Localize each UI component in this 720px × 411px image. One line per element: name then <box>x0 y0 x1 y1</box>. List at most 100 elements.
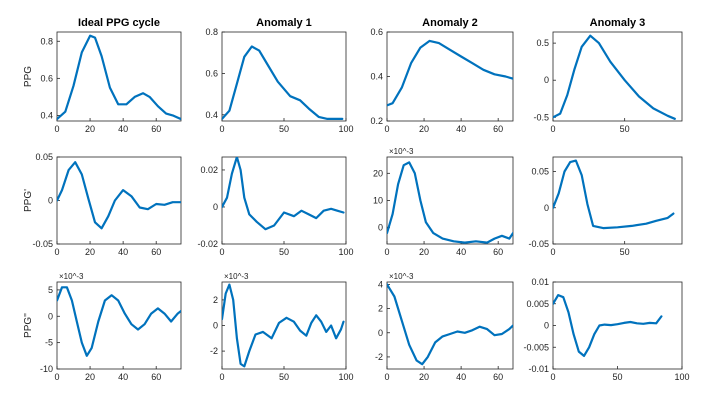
y-tick-label: 0 <box>544 203 549 213</box>
x-tick-label: 40 <box>118 124 128 134</box>
axis-exponent: ×10^-3 <box>389 272 414 281</box>
y-tick-label: 0 <box>544 321 549 331</box>
x-tick-label: 0 <box>54 372 59 382</box>
y-tick-label: 0 <box>213 202 218 212</box>
series-line <box>222 45 344 120</box>
y-tick-label: 20 <box>373 168 383 178</box>
y-tick-label: 0.05 <box>531 167 549 177</box>
x-tick-label: 50 <box>279 124 289 134</box>
subplot-title: Ideal PPG cycle <box>78 17 160 29</box>
y-tick-label: 0.6 <box>205 68 218 78</box>
x-tick-label: 0 <box>219 247 224 257</box>
subplot-3: 0 20 40 60 0.2 0.4 0.6 Anomaly 2 <box>370 17 514 134</box>
x-tick-label: 60 <box>151 372 161 382</box>
subplot-2: 0 50 100 0.4 0.6 0.8 Anomaly 1 <box>205 17 353 134</box>
y-tick-label: 0.02 <box>200 165 218 175</box>
axes-box <box>552 31 683 122</box>
y-tick-label: -10 <box>40 364 53 374</box>
y-tick-label: -0.5 <box>533 112 549 122</box>
x-tick-label: 100 <box>674 372 689 382</box>
y-tick-label: 0 <box>544 75 549 85</box>
subplot-title: Anomaly 1 <box>256 17 312 29</box>
y-axis-label: PPG'' <box>23 313 34 338</box>
y-tick-label: 0.4 <box>370 72 383 82</box>
y-tick-label: 0.05 <box>35 152 53 162</box>
x-tick-label: 40 <box>456 247 466 257</box>
y-tick-label: 2 <box>378 304 383 314</box>
series-line <box>57 161 181 230</box>
x-tick-label: 40 <box>118 247 128 257</box>
subplot-title: Anomaly 2 <box>422 17 478 29</box>
axis-exponent: ×10^-3 <box>59 272 84 281</box>
x-tick-label: 60 <box>151 247 161 257</box>
y-tick-label: 0.2 <box>370 116 383 126</box>
x-tick-label: 0 <box>54 247 59 257</box>
x-tick-label: 20 <box>85 247 95 257</box>
axis-exponent: ×10^-3 <box>389 147 414 156</box>
y-tick-label: 0.005 <box>526 299 549 309</box>
y-tick-label: 0.6 <box>370 27 383 37</box>
x-tick-label: 60 <box>151 124 161 134</box>
y-tick-label: 0.8 <box>205 27 218 37</box>
axes-box <box>56 156 182 245</box>
y-tick-label: 4 <box>378 279 383 289</box>
x-tick-label: 50 <box>279 247 289 257</box>
x-tick-label: 20 <box>419 372 429 382</box>
axes-box <box>552 156 683 245</box>
y-tick-label: -2 <box>375 352 383 362</box>
axes-box <box>221 281 347 370</box>
x-tick-label: 60 <box>493 247 503 257</box>
series-line <box>553 294 663 357</box>
axes-box <box>221 31 347 122</box>
y-tick-label: -0.005 <box>523 342 549 352</box>
x-tick-label: 50 <box>612 372 622 382</box>
series-line <box>387 39 513 107</box>
series-line <box>222 157 345 231</box>
axes-box <box>56 281 182 370</box>
x-tick-label: 0 <box>54 124 59 134</box>
y-tick-label: 0.01 <box>531 277 549 287</box>
y-tick-label: 10 <box>373 196 383 206</box>
subplot-title: Anomaly 3 <box>590 17 646 29</box>
x-tick-label: 40 <box>456 372 466 382</box>
x-tick-label: 100 <box>338 372 353 382</box>
y-tick-label: -5 <box>45 338 53 348</box>
series-line <box>387 283 513 366</box>
x-tick-label: 20 <box>85 372 95 382</box>
subplot-10: 0 50 100 -2 0 2 ×10^-3 <box>210 272 354 382</box>
x-tick-label: 0 <box>219 124 224 134</box>
x-tick-label: 0 <box>550 124 555 134</box>
x-tick-label: 50 <box>620 247 630 257</box>
subplot-1: 0 20 40 60 0.4 0.6 0.8 Ideal PPG cycle PPG <box>23 17 182 134</box>
x-tick-label: 20 <box>419 124 429 134</box>
x-tick-label: 20 <box>85 124 95 134</box>
x-tick-label: 40 <box>456 124 466 134</box>
y-tick-label: 0 <box>378 328 383 338</box>
y-tick-label: 0.8 <box>40 36 53 46</box>
x-tick-label: 60 <box>493 124 503 134</box>
x-tick-label: 50 <box>620 124 630 134</box>
y-tick-label: 0 <box>48 196 53 206</box>
y-tick-label: 0 <box>48 311 53 321</box>
series-line <box>57 34 181 121</box>
x-tick-label: 0 <box>550 247 555 257</box>
subplot-9: 0 20 40 60 -10 -5 0 5 PPG'' ×10^-3 <box>23 272 182 382</box>
x-tick-label: 0 <box>384 124 389 134</box>
axes-box <box>386 156 514 245</box>
y-tick-label: 0.4 <box>205 110 218 120</box>
x-tick-label: 0 <box>384 372 389 382</box>
y-tick-label: -0.05 <box>32 239 53 249</box>
y-tick-label: -0.05 <box>528 239 549 249</box>
x-tick-label: 60 <box>493 372 503 382</box>
series-line <box>553 159 675 230</box>
y-tick-label: 5 <box>48 285 53 295</box>
series-line <box>387 161 513 244</box>
axes-box <box>56 31 182 122</box>
y-tick-label: 0.4 <box>40 110 53 120</box>
